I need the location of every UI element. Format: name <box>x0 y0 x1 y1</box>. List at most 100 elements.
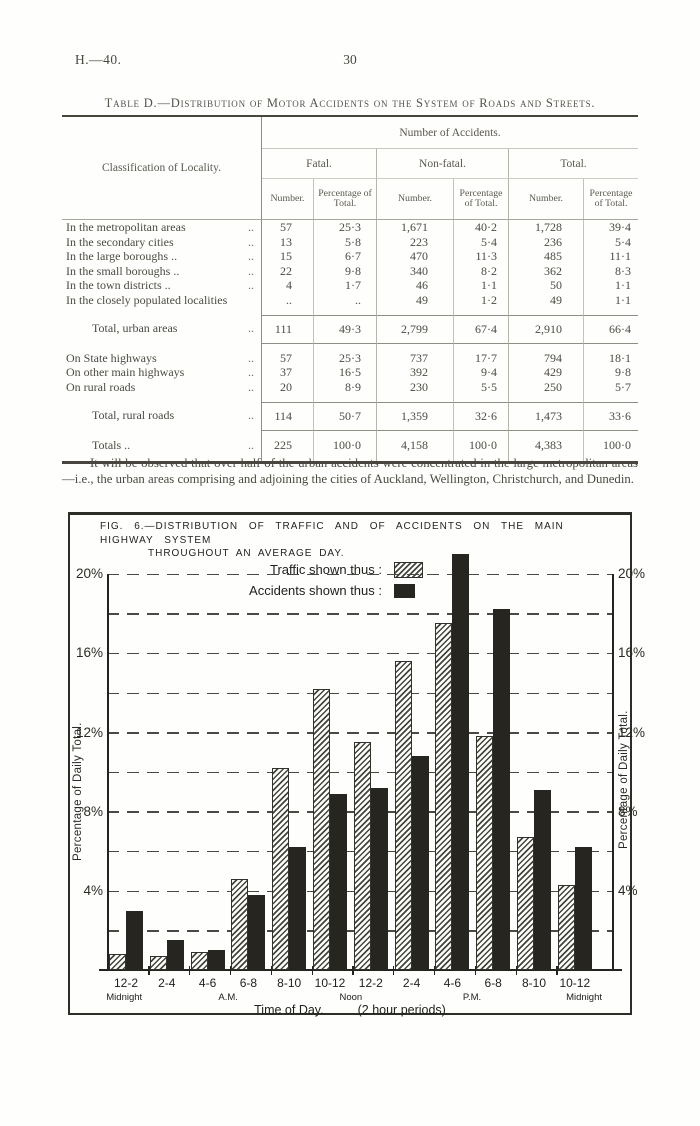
traffic-bar <box>517 837 534 970</box>
table-cell: 17·7 <box>453 343 508 365</box>
table-cell: 1·1 <box>583 292 638 315</box>
figure-6: FIG. 6.—DISTRIBUTION OF TRAFFIC AND OF A… <box>68 512 645 1017</box>
row-label: In the secondary cities.. <box>62 234 262 249</box>
table-row: Totals .... 225 100·0 4,158 100·0 4,383 100·0 <box>62 430 638 461</box>
table-cell: 39·4 <box>583 220 638 235</box>
period-label: A.M. <box>218 992 238 1003</box>
accidents-bar <box>207 950 225 970</box>
table-row: On other main highways.. 37 16·5 392 9·4 429 9… <box>62 365 638 380</box>
x-tick-label: 10-12 <box>314 976 346 990</box>
row-label: On State highways.. <box>62 343 262 365</box>
table-cell: 5·7 <box>583 379 638 402</box>
y-tick-label: 16% <box>618 645 646 661</box>
accidents-bar <box>330 793 347 970</box>
x-tick-label: 6-8 <box>484 976 502 990</box>
table-cell: 18·1 <box>583 343 638 365</box>
table-cell: 5·4 <box>583 234 638 249</box>
row-label: In the town districts .... <box>62 278 262 293</box>
table-cell: 49·3 <box>313 315 376 344</box>
table-cell: 4 <box>286 278 292 292</box>
table-cell: 1·1 <box>453 278 508 293</box>
subheader-number: Number. <box>270 192 305 204</box>
row-label: In the closely populated localities <box>62 292 262 315</box>
table-cell: 50·7 <box>313 402 376 431</box>
traffic-bar <box>353 742 371 970</box>
column-header-locality: Classification of Locality. <box>62 117 262 219</box>
row-label: In the metropolitan areas.. <box>62 220 262 235</box>
table-cell: 32·6 <box>453 402 508 431</box>
traffic-bar <box>476 736 494 970</box>
accidents-bar <box>493 609 511 970</box>
table-cell: 1,359 <box>376 402 453 431</box>
baseline-tick <box>311 966 313 975</box>
baseline-tick <box>229 966 232 975</box>
table-row: In the metropolitan areas.. 57 25·3 1,671 40… <box>62 220 638 235</box>
table-row: In the large boroughs .... 15 6·7 470 11·3 48… <box>62 249 638 264</box>
table-cell: 2,799 <box>376 315 453 344</box>
x-tick-label: 8-10 <box>521 976 547 990</box>
table-row: In the town districts .... 4 1·7 46 1·1 50 1·1 <box>62 278 638 293</box>
figure-title: FIG. 6.—DISTRIBUTION OF TRAFFIC AND OF A… <box>100 520 612 561</box>
row-label: Total, rural roads.. <box>62 402 262 431</box>
table-cell: 49 <box>508 292 583 315</box>
table-cell: 236 <box>508 234 583 249</box>
legend-row-accidents: Accidents shown thus : <box>220 580 423 601</box>
table-cell: 114 <box>262 402 313 431</box>
table-cell: 57 <box>280 350 292 365</box>
gridline <box>107 652 614 655</box>
period-label: Midnight <box>106 992 143 1003</box>
y-tick-label: 12% <box>75 724 103 740</box>
table-cell: 9·8 <box>313 263 376 278</box>
table-cell: 15 <box>280 249 292 263</box>
x-axis-baseline <box>99 969 622 971</box>
table-cell: 37 <box>280 365 292 379</box>
doc-reference: H.—40. <box>75 52 122 67</box>
table-cell: 1·2 <box>453 292 508 315</box>
table-cell: 250 <box>508 379 583 402</box>
table-cell: 22 <box>280 263 292 278</box>
table-row: Total, rural roads.. 114 50·7 1,359 32·6 1,47… <box>62 402 638 431</box>
table-cell: 67·4 <box>453 315 508 344</box>
table-cell: 794 <box>508 343 583 365</box>
table-cell: 1·7 <box>313 278 376 293</box>
subheader-number: Number. <box>508 179 583 219</box>
traffic-bar <box>149 956 167 970</box>
accidents-swatch-icon <box>394 583 415 598</box>
accidents-bar <box>452 553 470 970</box>
table-cell: 11·3 <box>453 249 508 264</box>
table-cell: 1·1 <box>583 278 638 293</box>
table-cell: 5·8 <box>313 234 376 249</box>
body-paragraph: It will be observed that over half of th… <box>62 456 638 487</box>
figure-title-line2: THROUGHOUT AN AVERAGE DAY. <box>148 548 345 559</box>
table-cell: 50 <box>508 278 583 293</box>
table-cell: 1,728 <box>508 220 583 235</box>
traffic-bar <box>109 954 126 970</box>
row-label: On other main highways.. <box>62 365 262 380</box>
row-label: In the small boroughs .... <box>62 263 262 278</box>
table-row: In the small boroughs .... 22 9·8 340 8·2 362… <box>62 263 638 278</box>
traffic-bar <box>272 767 290 970</box>
baseline-tick <box>148 966 150 975</box>
table-cell: 57 <box>280 220 292 234</box>
subheader-percentage: Percentage of Total. <box>583 179 638 219</box>
accidents-bar <box>370 787 388 970</box>
table-cell: 340 <box>376 263 453 278</box>
row-label: On rural roads.. <box>62 379 262 402</box>
accidents-bar <box>126 910 143 970</box>
legend-traffic-label: Traffic shown thus : <box>270 562 382 577</box>
subheader-percentage: Percentage of Total. <box>313 179 376 219</box>
table-cell: 485 <box>508 249 583 264</box>
table-cell: 100·0 <box>453 430 508 461</box>
y-tick-label: 4% <box>83 883 103 899</box>
gridline <box>107 573 614 576</box>
accidents-bar <box>166 940 184 970</box>
table-cell: 25·3 <box>313 220 376 235</box>
table-row: On rural roads.. 20 8·9 230 5·5 250 5·7 <box>62 379 638 402</box>
y-tick-label: 4% <box>618 883 638 899</box>
table-cell: 1,473 <box>508 402 583 431</box>
legend-accidents-label: Accidents shown thus : <box>249 583 382 598</box>
gridline <box>107 692 614 694</box>
traffic-bar <box>313 688 330 970</box>
table-cell: 223 <box>376 234 453 249</box>
